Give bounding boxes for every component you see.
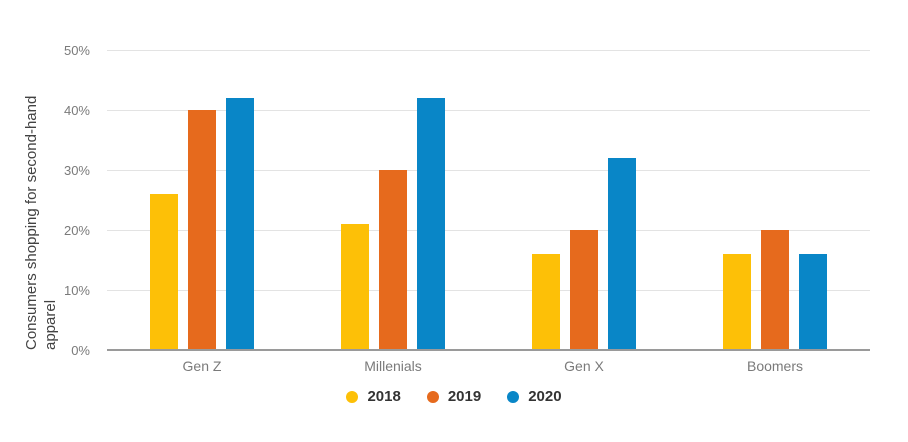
y-axis-title: Consumers shopping for second-hand appar… — [22, 50, 60, 350]
y-tick-label: 0% — [71, 343, 90, 358]
legend-swatch-icon — [507, 390, 520, 403]
y-tick-label: 30% — [63, 163, 90, 178]
gridline — [107, 290, 870, 291]
gridline — [107, 170, 870, 171]
bar-millenials-2018 — [341, 224, 369, 350]
legend-item-2018: 2018 — [346, 388, 401, 405]
x-axis-category-label: Millenials — [364, 358, 422, 374]
legend-label: 2020 — [528, 388, 562, 405]
bar-gen-z-2018 — [150, 194, 178, 350]
y-tick-label: 10% — [63, 283, 90, 298]
bar-gen-x-2018 — [532, 254, 560, 350]
bar-gen-z-2020 — [226, 98, 254, 350]
gridline — [107, 50, 870, 51]
legend-swatch-icon — [346, 390, 359, 403]
x-axis-line — [107, 349, 870, 351]
y-tick-label: 40% — [63, 103, 90, 118]
x-axis-category-label: Gen Z — [182, 358, 222, 374]
y-tick-label: 50% — [63, 43, 90, 58]
x-axis-category-label: Gen X — [564, 358, 604, 374]
bar-boomers-2018 — [723, 254, 751, 350]
legend-swatch-icon — [426, 390, 439, 403]
bar-gen-x-2020 — [608, 158, 636, 350]
bar-millenials-2020 — [417, 98, 445, 350]
bar-boomers-2019 — [761, 230, 789, 350]
y-axis-title-line-2: apparel — [42, 299, 59, 350]
legend-item-2019: 2019 — [426, 388, 482, 405]
legend-item-2020: 2020 — [507, 388, 562, 405]
gridline — [107, 230, 870, 231]
gridline — [107, 110, 870, 111]
legend-label: 2019 — [447, 388, 482, 405]
y-axis-title-line-1: Consumers shopping for second-hand — [23, 95, 40, 350]
y-tick-label: 20% — [63, 223, 90, 238]
bar-gen-x-2019 — [570, 230, 598, 350]
bar-gen-z-2019 — [188, 110, 216, 350]
legend-label: 2018 — [367, 388, 401, 405]
bar-millenials-2019 — [379, 170, 407, 350]
legend: 2018 2019 2020 — [0, 388, 908, 405]
bar-boomers-2020 — [799, 254, 827, 350]
x-axis-category-label: Boomers — [746, 358, 804, 374]
